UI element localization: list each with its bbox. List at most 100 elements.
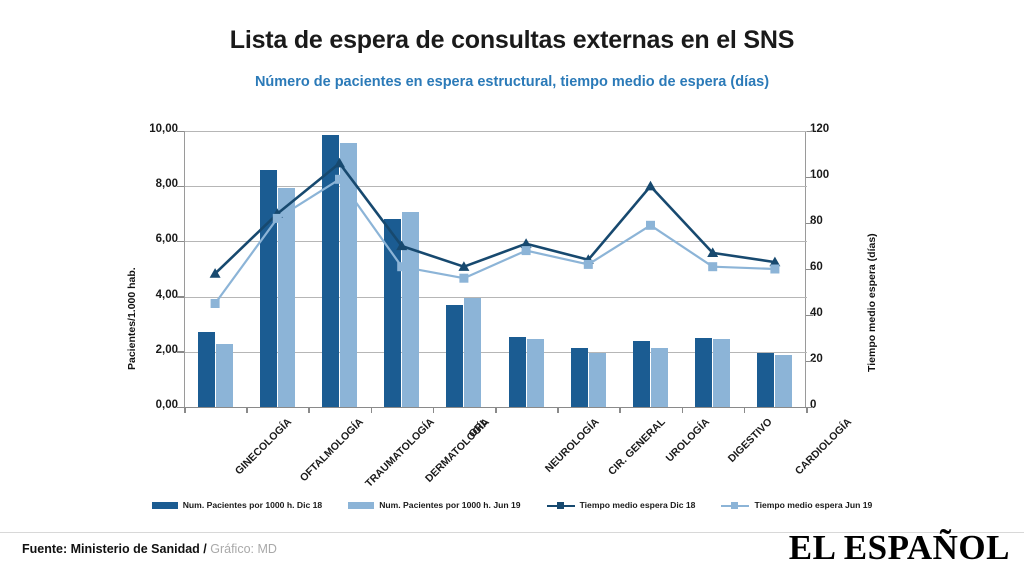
y-axis-left-tick-mark [177, 351, 184, 353]
marker-square [708, 262, 718, 272]
y-axis-right-tick: 80 [810, 215, 823, 227]
bar-dic18 [446, 304, 464, 407]
marker-triangle [707, 247, 719, 258]
bar-dic18 [632, 340, 650, 407]
marker-square [583, 259, 593, 269]
legend-label: Num. Pacientes por 1000 h. Dic 18 [182, 500, 323, 510]
bar-dic18 [197, 332, 215, 407]
y-axis-left-tick: 10,00 [149, 123, 178, 135]
legend-item[interactable]: Num. Pacientes por 1000 h. Dic 18 [151, 500, 323, 510]
legend-marker-triangle [556, 502, 564, 509]
x-axis-tick-mark [495, 407, 497, 413]
chart-legend: Num. Pacientes por 1000 h. Dic 18 Num. Pa… [0, 500, 1024, 510]
marker-triangle [458, 261, 470, 271]
bar-jun19 [588, 353, 606, 407]
x-axis-tick-mark [743, 407, 746, 413]
bar-group [744, 131, 806, 407]
y-axis-left-tick: 8,00 [155, 178, 178, 191]
x-axis-tick-mark [619, 407, 621, 413]
chart-subtitle: Número de pacientes en espera estructura… [254, 74, 770, 90]
bar-jun19 [215, 343, 233, 407]
y-axis-right-tick: 120 [810, 123, 830, 135]
bar-dic18 [570, 347, 588, 407]
marker-triangle [520, 238, 532, 248]
bar-group [619, 131, 681, 407]
source-label: Fuente: Ministerio de Sanidad [22, 542, 200, 556]
y-axis-left-tick: 4,00 [155, 288, 178, 301]
y-axis-right-tick-mark [806, 176, 813, 178]
legend-item[interactable]: Tiempo medio espera Dic 18 [546, 500, 696, 510]
bar-dic18 [321, 135, 339, 407]
y-axis-left-tick: 6,00 [155, 233, 178, 246]
bar-jun19 [650, 347, 668, 407]
bar-dic18 [259, 169, 277, 407]
legend-swatch-line [546, 501, 575, 510]
y-axis-left-tick-mark [177, 406, 184, 408]
marker-square [459, 273, 469, 283]
marker-square [335, 174, 344, 184]
marker-triangle [209, 268, 221, 278]
y-axis-left-tick-mark [177, 296, 184, 298]
y-axis-right-tick: 60 [810, 261, 823, 273]
y-axis-right-tick: 100 [810, 169, 830, 181]
line-jun19 [214, 178, 775, 305]
legend-swatch-bar [151, 501, 178, 509]
legend-label: Tiempo medio espera Dic 18 [579, 500, 696, 510]
marker-square [272, 213, 282, 223]
bar-jun19 [339, 143, 357, 407]
bar-dic18 [757, 353, 775, 407]
marker-square [770, 264, 780, 274]
source-separator: / [203, 542, 207, 556]
bar-dic18 [384, 219, 402, 407]
y-axis-right-tick: 0 [810, 399, 817, 411]
brand-logo: EL ESPAÑOL [788, 528, 1010, 567]
x-axis-tick-mark [681, 407, 684, 413]
y-axis-right-tick-mark [806, 360, 813, 362]
y-axis-left-tick: 0,00 [155, 399, 178, 411]
x-axis-tick-mark [806, 407, 808, 413]
legend-item[interactable]: Tiempo medio espera Jun 19 [721, 500, 872, 510]
y-axis-right-tick: 40 [810, 307, 823, 319]
bar-jun19 [277, 187, 295, 407]
bar-dic18 [695, 338, 713, 407]
page-title: Lista de espera de consultas externas en… [229, 26, 795, 54]
marker-square [521, 246, 531, 256]
bar-group [371, 131, 433, 407]
marker-triangle [645, 180, 656, 191]
x-axis-tick-mark [184, 407, 186, 413]
y-axis-right-tick-mark [806, 406, 813, 408]
bar-jun19 [526, 339, 544, 407]
y-axis-right-tick-mark [806, 222, 813, 224]
legend-marker-square [731, 502, 739, 509]
x-axis-label: CARDIOLOGÍA [792, 416, 855, 478]
y-axis-right-tick-mark [806, 268, 813, 270]
y-axis-left-tick-mark [177, 130, 184, 132]
x-axis-label: DIGESTIVO [725, 416, 775, 465]
bar-group [308, 131, 370, 407]
x-axis-label: UROLOGÍA [663, 416, 712, 465]
bar-jun19 [713, 339, 731, 407]
x-axis-label: OFTALMOLOGÍA [298, 416, 367, 485]
marker-triangle [396, 240, 408, 251]
bar-group [495, 131, 557, 407]
y-axis-left-tick: 2,00 [155, 343, 178, 356]
legend-label: Tiempo medio espera Jun 19 [754, 500, 873, 510]
y-axis-right-tick-mark [806, 314, 813, 316]
marker-square [397, 262, 407, 272]
graphic-credit: Gráfico: MD [210, 542, 277, 556]
x-axis-label: NEUROLOGÍA [542, 416, 602, 475]
x-axis-label: CIR. GENERAL [606, 416, 669, 478]
footer-divider [0, 532, 1024, 533]
bar-jun19 [464, 297, 482, 407]
source-note: Fuente: Ministerio de Sanidad / Gráfico:… [22, 542, 277, 556]
y-axis-left-tick-mark [177, 185, 184, 188]
bar-group [682, 131, 744, 407]
marker-square [210, 299, 220, 308]
marker-square [646, 220, 655, 230]
bar-group [433, 131, 495, 407]
legend-swatch-bar [348, 501, 375, 509]
x-axis-tick-mark [432, 407, 435, 413]
legend-item[interactable]: Num. Pacientes por 1000 h. Jun 19 [348, 500, 521, 510]
bar-group [246, 131, 308, 407]
